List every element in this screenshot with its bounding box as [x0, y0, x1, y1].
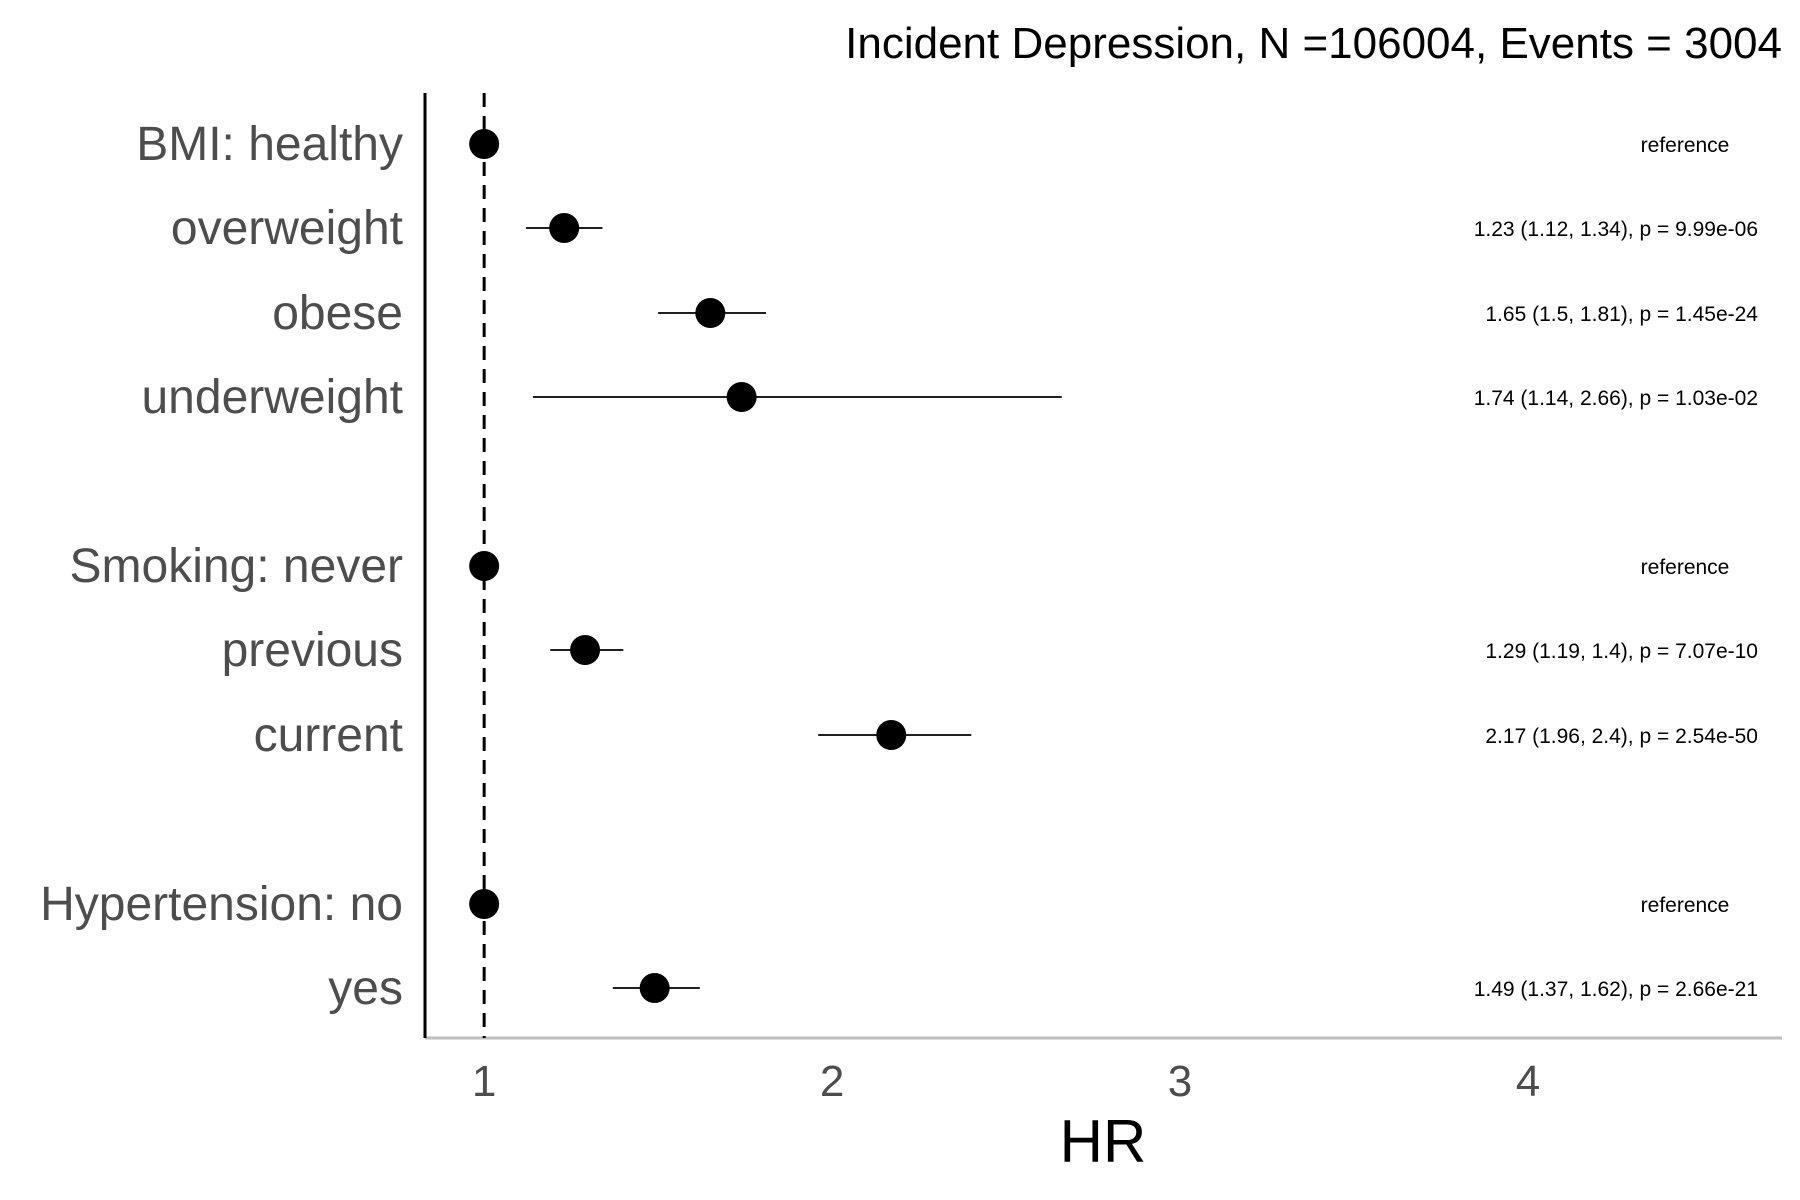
hr-point	[549, 213, 580, 243]
x-tick-label: 4	[1516, 1057, 1540, 1106]
hr-annotation: 1.74 (1.14, 2.66), p = 1.03e-02	[1474, 387, 1758, 410]
hr-annotation: reference	[1641, 556, 1730, 579]
x-axis-title: HR	[1060, 1108, 1147, 1175]
hr-annotation: 1.65 (1.5, 1.81), p = 1.45e-24	[1485, 303, 1758, 326]
hr-point	[469, 551, 500, 581]
row-label: previous	[222, 624, 403, 677]
chart-title: Incident Depression, N =106004, Events =…	[845, 19, 1782, 68]
row-label: yes	[328, 962, 403, 1015]
hr-point	[469, 129, 500, 159]
hr-annotation: reference	[1641, 134, 1730, 157]
hr-point	[876, 720, 907, 750]
row-label: obese	[272, 287, 403, 340]
row-label: underweight	[141, 371, 403, 424]
row-label: current	[254, 709, 403, 762]
x-tick-label: 1	[472, 1057, 496, 1106]
hr-annotation: reference	[1641, 894, 1730, 917]
hr-annotation: 1.29 (1.19, 1.4), p = 7.07e-10	[1485, 640, 1758, 663]
hr-annotation: 1.49 (1.37, 1.62), p = 2.66e-21	[1474, 978, 1758, 1001]
hr-annotation: 1.23 (1.12, 1.34), p = 9.99e-06	[1474, 218, 1758, 241]
hr-point	[570, 635, 601, 665]
row-label: overweight	[171, 202, 403, 255]
x-tick-label: 2	[820, 1057, 844, 1106]
hr-point	[695, 298, 726, 328]
hr-point	[726, 382, 757, 412]
x-tick-label: 3	[1168, 1057, 1192, 1106]
row-label: Smoking: never	[70, 540, 404, 593]
row-label: Hypertension: no	[40, 878, 403, 931]
row-label: BMI: healthy	[136, 118, 403, 171]
hr-point	[469, 889, 500, 919]
hr-annotation: 2.17 (1.96, 2.4), p = 2.54e-50	[1485, 725, 1758, 748]
plot-area: 1 2 3 4 BMI: healthy reference overweight 1.23 …	[40, 93, 1782, 1106]
hr-point	[639, 973, 670, 1003]
